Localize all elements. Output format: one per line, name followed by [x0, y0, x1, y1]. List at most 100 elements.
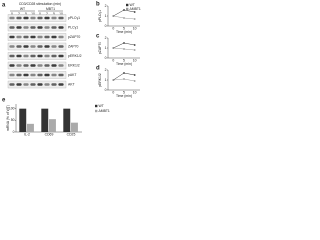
lane-label: 0: [11, 12, 13, 16]
bar: [71, 122, 78, 132]
band: [44, 45, 50, 48]
point: [133, 44, 136, 46]
y-axis-title: pPLCγ1: [98, 10, 102, 22]
band: [58, 45, 64, 48]
x-axis-title: Time (min): [116, 62, 132, 66]
band: [44, 64, 50, 67]
band: [9, 26, 15, 29]
y-tick-label: 0: [105, 88, 107, 92]
band: [16, 64, 22, 67]
legend-swatch: [95, 104, 98, 108]
y-tick-label: 0: [105, 24, 107, 28]
band: [58, 54, 64, 58]
band: [23, 35, 29, 39]
panel-label: e: [2, 98, 6, 104]
legend-swatch: [95, 109, 98, 113]
x-tick-label: 5: [123, 58, 125, 62]
x-tick-label: 10: [133, 58, 137, 62]
lane-label: 2: [18, 12, 20, 16]
blot-label: PLCγ1: [68, 25, 78, 29]
x-tick-label: CD25: [67, 132, 76, 136]
band: [58, 73, 64, 77]
point: [112, 15, 115, 17]
blot-label: pAKT: [68, 73, 76, 77]
legend-label: ΔMBT1: [99, 109, 110, 113]
band: [37, 83, 43, 86]
blot-frame: [7, 23, 67, 32]
group-label: MBT1: [46, 7, 55, 11]
band: [16, 83, 22, 86]
blot-frame: [7, 14, 67, 22]
band: [44, 83, 50, 86]
x-tick-label: 0: [112, 26, 114, 30]
band: [16, 73, 22, 77]
blot-frame: [7, 52, 67, 60]
band: [9, 83, 15, 86]
band: [44, 54, 50, 58]
band: [30, 64, 36, 67]
band: [16, 26, 22, 29]
band: [37, 35, 43, 39]
band: [37, 16, 43, 20]
band: [44, 73, 50, 77]
bar: [41, 108, 49, 132]
band: [37, 73, 43, 77]
point: [123, 42, 125, 44]
band: [51, 73, 57, 77]
blot-label: ZAP70: [68, 44, 78, 48]
lane-label: 5: [25, 12, 27, 16]
lane-label: 5: [53, 12, 55, 16]
y-tick-label: 0: [13, 130, 15, 134]
band: [23, 16, 29, 20]
band: [58, 35, 64, 39]
point: [112, 79, 115, 81]
point: [123, 48, 125, 50]
band: [16, 54, 22, 58]
band: [9, 64, 15, 67]
y-axis-title: pZAP70: [98, 42, 102, 54]
y-tick-label: 2: [105, 4, 107, 8]
band: [51, 54, 57, 58]
lane-label: 10: [31, 12, 35, 16]
band: [51, 45, 57, 48]
point: [112, 47, 115, 49]
bar: [27, 123, 34, 132]
y-tick-label: 0: [105, 56, 107, 60]
blot-frame: [7, 33, 67, 41]
legend-swatch: [126, 7, 129, 11]
blot-frame: [7, 61, 67, 70]
band: [23, 83, 29, 86]
y-axis-title: pERK1/2: [98, 73, 102, 87]
band: [23, 45, 29, 48]
band: [30, 45, 36, 48]
point: [123, 9, 125, 11]
bar: [63, 108, 71, 132]
lane-label: 0: [39, 12, 41, 16]
point: [123, 78, 125, 80]
band: [37, 26, 43, 29]
band: [51, 35, 57, 39]
x-tick-label: 0: [112, 90, 114, 94]
point: [133, 80, 136, 82]
band: [44, 16, 50, 20]
blot-frame: [7, 71, 67, 79]
point: [133, 74, 136, 76]
band: [44, 35, 50, 39]
band: [51, 83, 57, 86]
band: [23, 64, 29, 67]
group-label: WT: [20, 7, 25, 11]
band: [16, 45, 22, 48]
point: [133, 18, 136, 20]
band: [9, 54, 15, 58]
y-tick-label: 1: [105, 78, 107, 82]
x-tick-label: 10: [133, 90, 137, 94]
band: [37, 64, 43, 67]
band: [51, 64, 57, 67]
band: [23, 54, 29, 58]
legend-swatch: [126, 3, 129, 7]
point: [123, 72, 125, 74]
page: a CD3/CD28 stimulation (min) WT MBT1 0 2 5 10…: [0, 0, 150, 144]
band: [30, 73, 36, 77]
band: [9, 35, 15, 39]
